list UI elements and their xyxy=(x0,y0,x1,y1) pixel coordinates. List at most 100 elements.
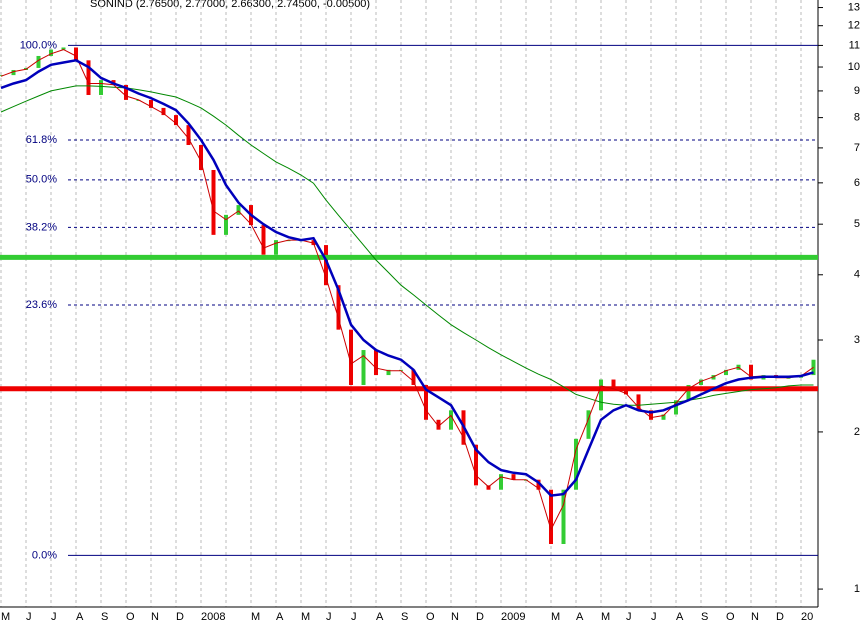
y-tick-label: 10 xyxy=(848,61,860,73)
x-tick-label: A xyxy=(76,611,84,623)
fib-label: 100.0% xyxy=(20,39,58,51)
price-bar xyxy=(549,489,553,544)
x-tick-label: 2008 xyxy=(201,611,225,623)
price-bar xyxy=(274,240,278,255)
price-bar xyxy=(261,225,266,255)
y-tick-label: 8 xyxy=(854,112,860,124)
price-bar xyxy=(361,350,366,385)
price-bar xyxy=(224,214,228,235)
price-bar xyxy=(161,107,166,116)
price-bar xyxy=(336,285,341,330)
x-tick-label: O xyxy=(726,611,735,623)
price-bar xyxy=(411,369,416,385)
x-tick-label: A xyxy=(676,611,684,623)
x-tick-label: J xyxy=(351,611,357,623)
x-tick-label: J xyxy=(626,611,632,623)
price-bar xyxy=(174,115,178,126)
x-tick-label: D xyxy=(476,611,484,623)
price-bar xyxy=(536,479,541,490)
price-bar xyxy=(61,47,66,50)
y-tick-label: 7 xyxy=(854,142,860,154)
x-tick-label: 20 xyxy=(801,611,813,623)
moving-average xyxy=(0,58,814,497)
price-bar xyxy=(699,379,703,385)
y-tick-label: 6 xyxy=(854,177,860,189)
x-tick-label: A xyxy=(376,611,384,623)
x-tick-label: D xyxy=(776,611,784,623)
x-tick-label: M xyxy=(551,611,560,623)
price-bar xyxy=(86,60,91,95)
price-bar xyxy=(749,364,753,380)
price-bar xyxy=(561,489,566,544)
price-bar xyxy=(74,47,78,61)
price-bar xyxy=(286,240,291,242)
price-bar xyxy=(211,169,216,235)
price-bar xyxy=(786,377,791,379)
price-bar xyxy=(649,410,653,420)
price-bar xyxy=(349,329,353,385)
x-tick-label: N xyxy=(751,611,759,623)
x-tick-label: S xyxy=(401,611,408,623)
fib-label: 0.0% xyxy=(32,549,57,561)
x-tick-label: N xyxy=(151,611,159,623)
price-bar xyxy=(599,379,603,411)
price-bar xyxy=(586,410,591,439)
price-bar xyxy=(436,419,441,430)
price-bar xyxy=(636,394,641,411)
x-tick-label: N xyxy=(451,611,459,623)
price-bar xyxy=(99,80,103,95)
price-bar xyxy=(11,69,16,76)
y-tick-label: 9 xyxy=(854,85,860,97)
price-bar xyxy=(624,389,628,395)
price-bar xyxy=(661,414,666,420)
price-bar xyxy=(486,485,491,490)
fib-label: 38.2% xyxy=(26,221,57,233)
x-tick-label: S xyxy=(701,611,708,623)
chart-title: SONIND (2.76500, 2.77000, 2.66300, 2.745… xyxy=(90,0,370,10)
y-tick-label: 1 xyxy=(854,583,860,595)
x-tick-label: J xyxy=(51,611,57,623)
price-bar xyxy=(449,410,453,430)
x-tick-label: O xyxy=(426,611,435,623)
y-tick-label: 13 xyxy=(848,1,860,13)
moving-average xyxy=(0,85,814,406)
price-bar xyxy=(574,438,578,490)
x-tick-label: M xyxy=(1,611,10,623)
price-bar xyxy=(149,99,153,108)
price-bar xyxy=(511,474,516,480)
price-bar xyxy=(49,49,53,56)
price-bar xyxy=(199,145,203,170)
x-tick-label: J xyxy=(26,611,32,623)
y-tick-label: 5 xyxy=(854,218,860,230)
moving-average xyxy=(0,49,814,531)
price-bar xyxy=(324,245,328,286)
y-tick-label: 12 xyxy=(848,20,860,32)
price-bar xyxy=(474,444,478,486)
price-bar xyxy=(724,369,728,376)
price-bar xyxy=(374,350,378,376)
price-bar xyxy=(611,379,616,390)
price-bar xyxy=(424,384,428,420)
fib-label: 61.8% xyxy=(26,134,57,146)
y-tick-label: 3 xyxy=(854,334,860,346)
y-tick-label: 4 xyxy=(854,269,860,281)
x-tick-label: M xyxy=(301,611,310,623)
price-bar xyxy=(124,84,128,100)
x-tick-label: O xyxy=(126,611,135,623)
x-tick-label: A xyxy=(276,611,284,623)
y-tick-label: 11 xyxy=(849,39,860,51)
x-tick-label: M xyxy=(601,611,610,623)
x-tick-label: 2009 xyxy=(501,611,525,623)
fib-label: 50.0% xyxy=(26,174,57,186)
y-tick-label: 2 xyxy=(854,426,860,438)
x-tick-label: J xyxy=(651,611,657,623)
x-tick-label: A xyxy=(576,611,584,623)
price-bar xyxy=(499,474,503,490)
price-bar xyxy=(674,400,678,415)
x-tick-label: S xyxy=(101,611,108,623)
x-tick-label: D xyxy=(176,611,184,623)
price-bar xyxy=(186,125,191,146)
price-bar xyxy=(386,369,391,376)
